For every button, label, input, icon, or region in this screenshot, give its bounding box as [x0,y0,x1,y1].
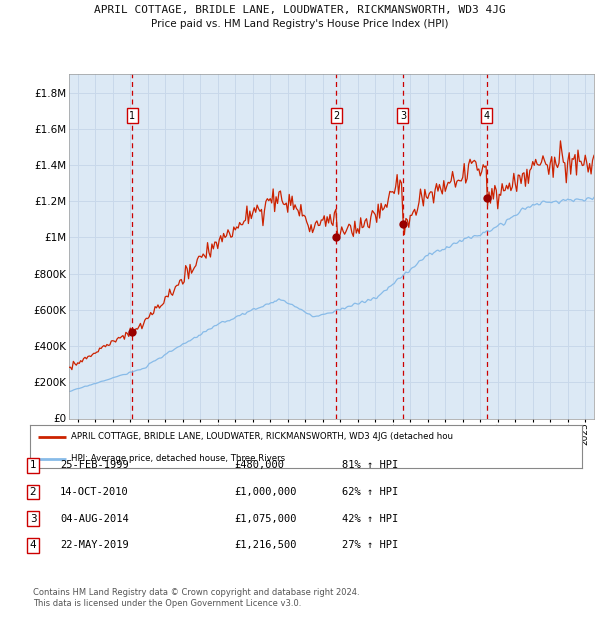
Text: APRIL COTTAGE, BRIDLE LANE, LOUDWATER, RICKMANSWORTH, WD3 4JG: APRIL COTTAGE, BRIDLE LANE, LOUDWATER, R… [94,5,506,15]
Text: £1,075,000: £1,075,000 [234,514,296,524]
Text: 42% ↑ HPI: 42% ↑ HPI [342,514,398,524]
Text: 14-OCT-2010: 14-OCT-2010 [60,487,129,497]
Text: 62% ↑ HPI: 62% ↑ HPI [342,487,398,497]
Text: This data is licensed under the Open Government Licence v3.0.: This data is licensed under the Open Gov… [33,599,301,608]
Text: 22-MAY-2019: 22-MAY-2019 [60,541,129,551]
Text: 81% ↑ HPI: 81% ↑ HPI [342,461,398,471]
Text: 27% ↑ HPI: 27% ↑ HPI [342,541,398,551]
Text: 2: 2 [29,487,37,497]
Text: HPI: Average price, detached house, Three Rivers: HPI: Average price, detached house, Thre… [71,454,286,463]
Text: Price paid vs. HM Land Registry's House Price Index (HPI): Price paid vs. HM Land Registry's House … [151,19,449,29]
Text: 25-FEB-1999: 25-FEB-1999 [60,461,129,471]
Text: 4: 4 [29,541,37,551]
Text: £1,000,000: £1,000,000 [234,487,296,497]
Text: 3: 3 [400,111,406,121]
Text: £480,000: £480,000 [234,461,284,471]
Text: £1,216,500: £1,216,500 [234,541,296,551]
Text: Contains HM Land Registry data © Crown copyright and database right 2024.: Contains HM Land Registry data © Crown c… [33,588,359,597]
Text: APRIL COTTAGE, BRIDLE LANE, LOUDWATER, RICKMANSWORTH, WD3 4JG (detached hou: APRIL COTTAGE, BRIDLE LANE, LOUDWATER, R… [71,432,454,441]
Text: 04-AUG-2014: 04-AUG-2014 [60,514,129,524]
Text: 3: 3 [29,514,37,524]
Text: 1: 1 [129,111,136,121]
Text: 2: 2 [333,111,340,121]
Text: 1: 1 [29,461,37,471]
Text: 4: 4 [484,111,490,121]
